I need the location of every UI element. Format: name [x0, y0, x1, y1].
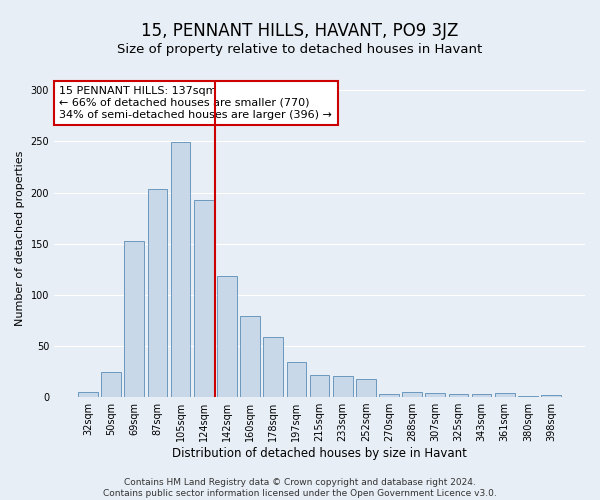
Bar [333, 376, 353, 397]
Bar [495, 393, 515, 397]
Bar [148, 190, 167, 397]
Bar [379, 394, 399, 397]
Bar [124, 240, 144, 397]
Bar [449, 394, 468, 397]
Bar [518, 396, 538, 397]
Bar [263, 336, 283, 397]
Bar [356, 378, 376, 397]
Bar [541, 395, 561, 397]
Bar [472, 394, 491, 397]
Y-axis label: Number of detached properties: Number of detached properties [15, 151, 25, 326]
Bar [402, 392, 422, 397]
Bar [310, 374, 329, 397]
Bar [101, 372, 121, 397]
Bar [217, 276, 237, 397]
Bar [78, 392, 98, 397]
Bar [171, 142, 190, 397]
Text: 15, PENNANT HILLS, HAVANT, PO9 3JZ: 15, PENNANT HILLS, HAVANT, PO9 3JZ [142, 22, 458, 40]
Text: Size of property relative to detached houses in Havant: Size of property relative to detached ho… [118, 42, 482, 56]
Bar [425, 393, 445, 397]
Bar [287, 362, 306, 397]
Text: 15 PENNANT HILLS: 137sqm
← 66% of detached houses are smaller (770)
34% of semi-: 15 PENNANT HILLS: 137sqm ← 66% of detach… [59, 86, 332, 120]
Bar [194, 200, 214, 397]
X-axis label: Distribution of detached houses by size in Havant: Distribution of detached houses by size … [172, 447, 467, 460]
Text: Contains HM Land Registry data © Crown copyright and database right 2024.
Contai: Contains HM Land Registry data © Crown c… [103, 478, 497, 498]
Bar [240, 316, 260, 397]
